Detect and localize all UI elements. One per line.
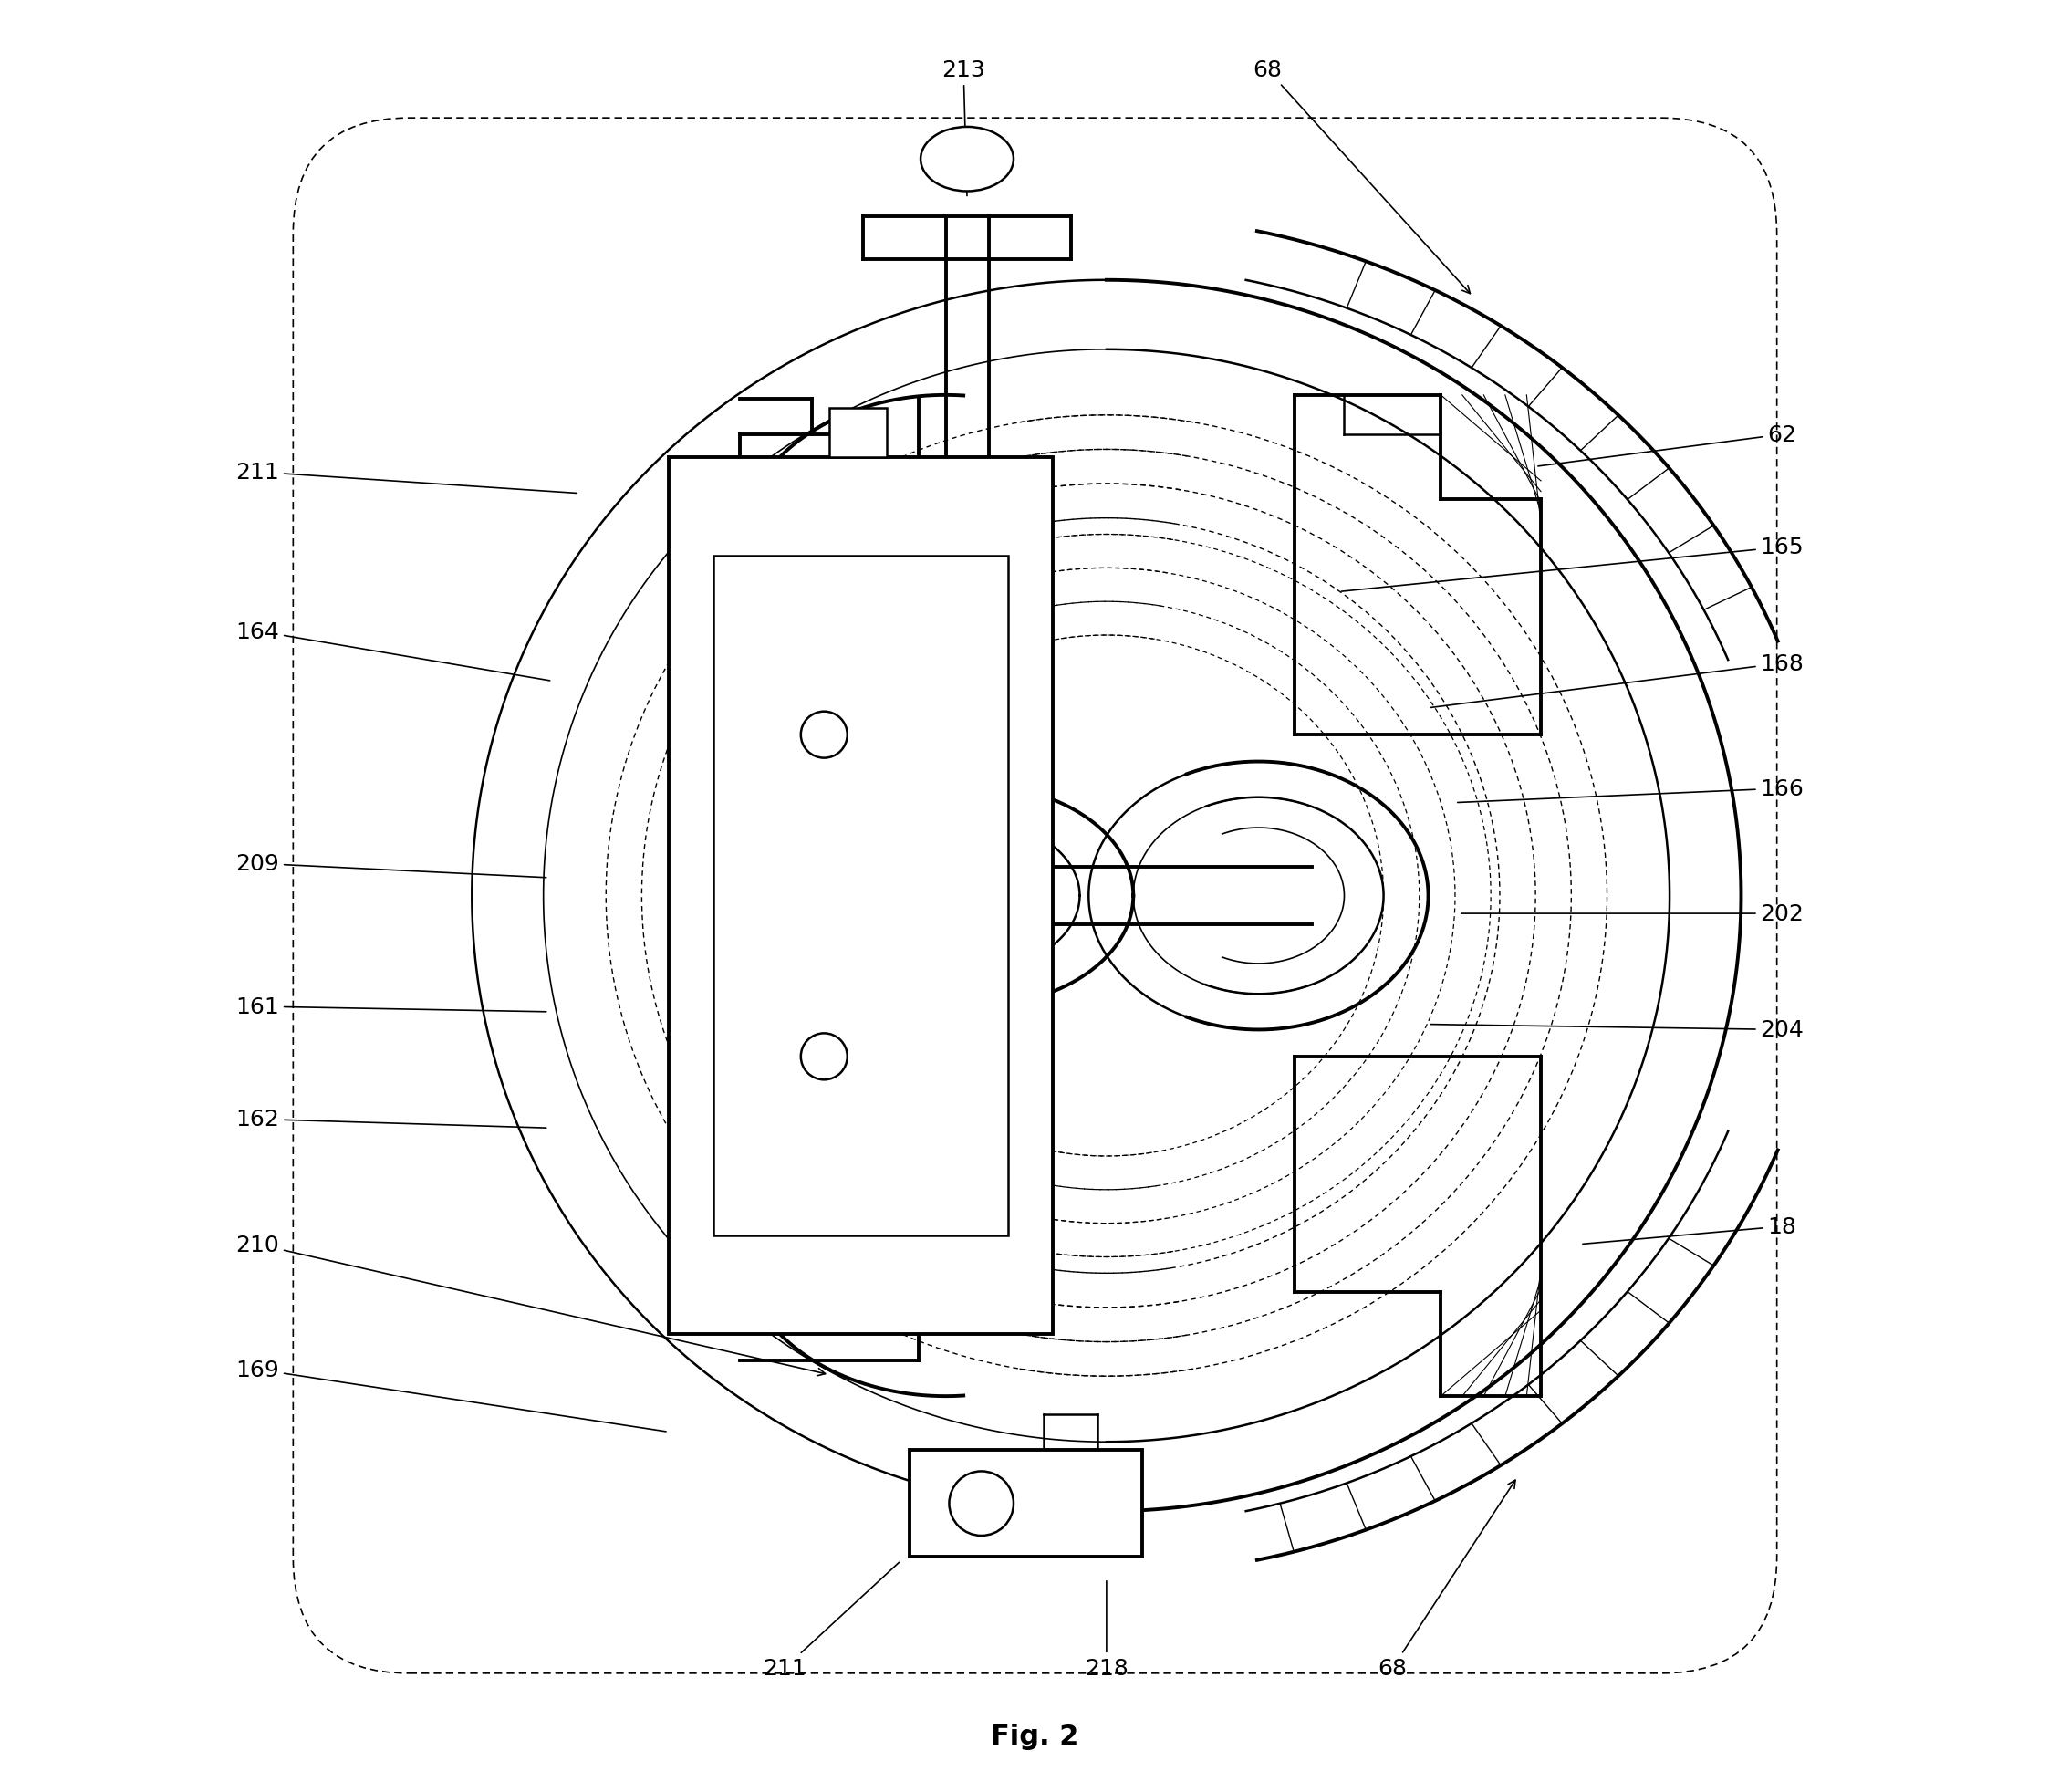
Text: 68: 68 [1252,59,1470,294]
Text: 165: 165 [1341,536,1803,591]
Text: Fig. 2: Fig. 2 [992,1722,1078,1749]
Text: 168: 168 [1430,652,1805,708]
Text: 204: 204 [1430,1020,1805,1041]
Text: 68: 68 [1379,1480,1515,1679]
Text: 202: 202 [1461,903,1805,925]
Text: 210: 210 [236,1233,826,1376]
Bar [911,1450,1143,1557]
Text: 211: 211 [764,1563,898,1679]
Text: 213: 213 [942,59,985,197]
Text: 18: 18 [1584,1215,1797,1244]
Text: 166: 166 [1457,778,1805,803]
Text: 169: 169 [236,1358,667,1432]
Text: 211: 211 [236,462,578,495]
Circle shape [801,1034,847,1081]
Bar [669,459,1054,1333]
Text: 164: 164 [236,620,551,681]
Ellipse shape [921,127,1014,192]
Bar [830,409,886,459]
Circle shape [801,711,847,758]
Bar [714,557,1008,1235]
Text: 162: 162 [236,1109,546,1131]
Text: 161: 161 [236,996,546,1018]
Circle shape [950,1471,1014,1536]
Text: 218: 218 [1085,1581,1128,1679]
Text: 62: 62 [1538,425,1797,466]
Text: 209: 209 [236,853,546,878]
